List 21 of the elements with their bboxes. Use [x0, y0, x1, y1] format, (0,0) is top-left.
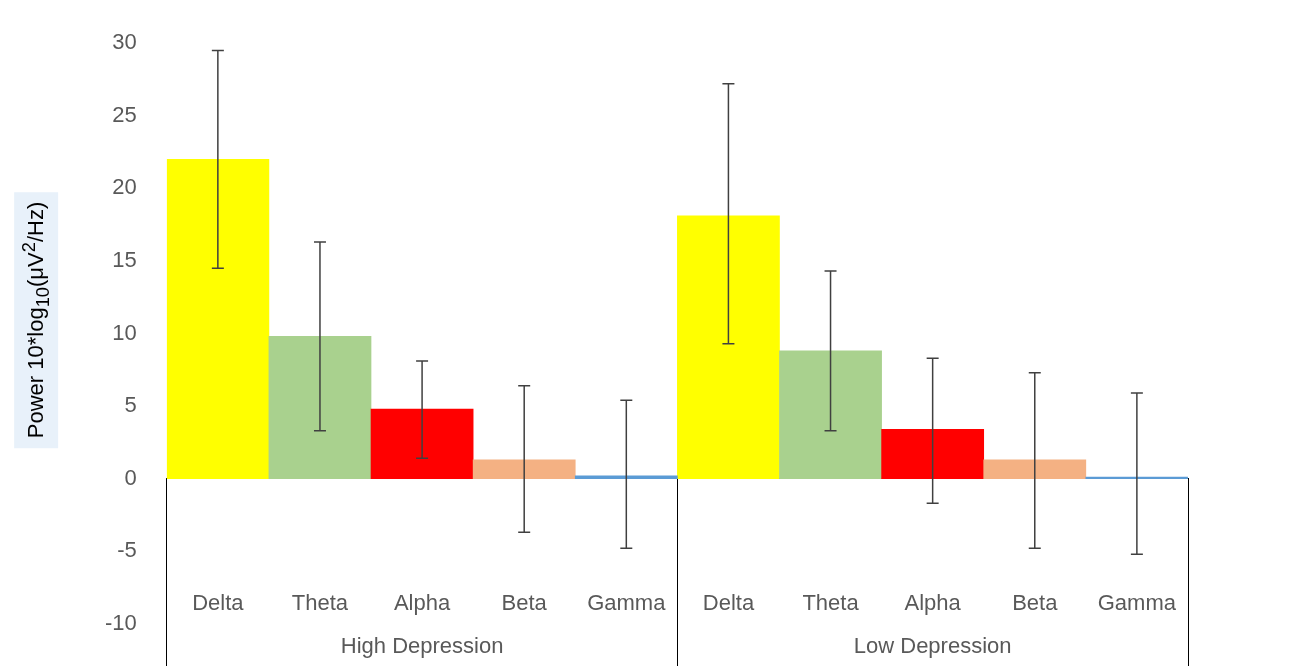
- x-tick-label: Delta: [702, 589, 755, 615]
- x-tick-label: Alpha: [904, 589, 962, 615]
- x-tick-label: Theta: [291, 589, 349, 615]
- text: High Depression: [340, 633, 504, 659]
- y-tick-label: 0: [124, 464, 137, 490]
- x-tick-label: Beta: [1012, 589, 1059, 615]
- y-tick-label: 20: [112, 174, 137, 200]
- x-tick-label: Gamma: [587, 589, 667, 615]
- y-tick-label: -10: [105, 609, 137, 635]
- y-tick-label: 15: [112, 246, 137, 272]
- y-tick-label: 25: [112, 101, 137, 127]
- x-tick-label: Theta: [802, 589, 860, 615]
- y-tick-label: 10: [112, 319, 137, 345]
- text: Low Depression: [853, 633, 1012, 659]
- x-tick-label: Gamma: [1097, 589, 1177, 615]
- y-tick-label: -5: [117, 537, 137, 563]
- y-tick-label: 30: [112, 29, 137, 55]
- y-tick-label: 5: [124, 392, 137, 418]
- x-tick-label: Alpha: [393, 589, 451, 615]
- x-tick-label: Delta: [192, 589, 245, 615]
- x-tick-label: Beta: [501, 589, 548, 615]
